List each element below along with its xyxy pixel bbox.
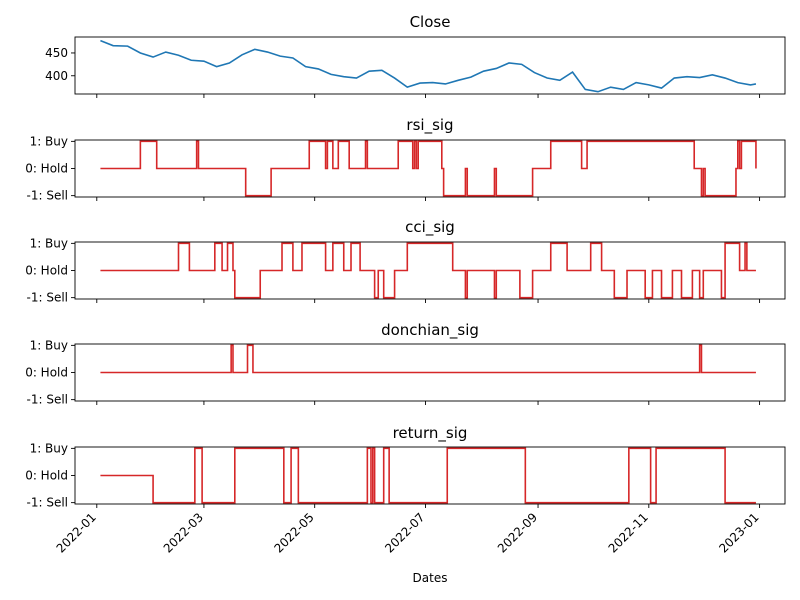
y-tick-label: -1: Sell (27, 393, 69, 407)
cci-sig-panel-title: cci_sig (405, 218, 455, 237)
y-tick-label: -1: Sell (27, 189, 69, 203)
return-sig-panel-title: return_sig (393, 424, 468, 443)
x-axis-label: Dates (413, 571, 448, 585)
y-tick-label: 1: Buy (30, 338, 68, 352)
y-tick-label: 0: Hold (25, 162, 68, 176)
series-line (100, 39, 757, 93)
y-tick-label: 0: Hold (25, 264, 68, 278)
series-line (100, 140, 757, 197)
y-tick-label: -1: Sell (27, 496, 69, 510)
close-panel-title: Close (410, 13, 451, 31)
y-tick-label: 1: Buy (30, 134, 68, 148)
cci-sig-panel: cci_sig -1: Sell 0: Hold 1: Buy (25, 218, 786, 305)
series-line (100, 447, 756, 504)
rsi-sig-panel: rsi_sig -1: Sell 0: Hold 1: Buy (25, 116, 786, 203)
y-tick-label: 1: Buy (30, 441, 68, 455)
close-panel: Close 400 450 (45, 13, 786, 98)
y-tick-label: 450 (45, 46, 68, 60)
donchian-sig-panel-title: donchian_sig (381, 321, 479, 340)
y-tick-label: 0: Hold (25, 469, 68, 483)
y-tick-label: -1: Sell (27, 291, 69, 305)
y-tick-label: 400 (45, 69, 68, 83)
plot-frame (74, 36, 786, 95)
series-line (100, 344, 756, 374)
y-tick-label: 1: Buy (30, 236, 68, 250)
donchian-sig-panel: donchian_sig -1: Sell 0: Hold 1: Buy (25, 321, 786, 407)
rsi-sig-panel-title: rsi_sig (406, 116, 453, 135)
series-line (100, 242, 756, 299)
y-tick-label: 0: Hold (25, 366, 68, 380)
